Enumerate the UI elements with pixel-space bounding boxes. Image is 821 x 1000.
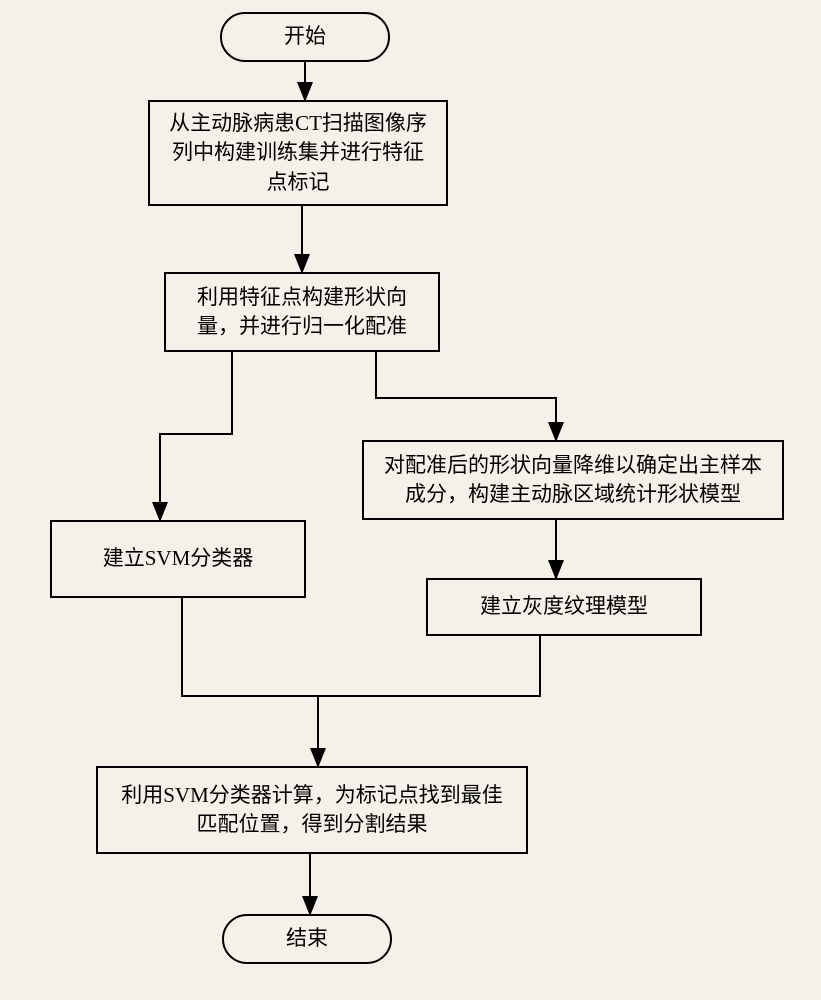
node-texture: 建立灰度纹理模型	[426, 578, 702, 636]
node-step2: 利用特征点构建形状向量，并进行归一化配准	[164, 272, 440, 352]
edge-svm-to-result	[182, 598, 318, 766]
node-label: 建立灰度纹理模型	[480, 592, 648, 621]
node-label: 对配准后的形状向量降维以确定出主样本成分，构建主动脉区域统计形状模型	[378, 451, 768, 510]
node-svm: 建立SVM分类器	[50, 520, 306, 598]
node-label: 从主动脉病患CT扫描图像序列中构建训练集并进行特征点标记	[164, 109, 432, 197]
node-result: 利用SVM分类器计算，为标记点找到最佳匹配位置，得到分割结果	[96, 766, 528, 854]
node-start: 开始	[220, 12, 390, 62]
node-label: 利用特征点构建形状向量，并进行归一化配准	[180, 283, 424, 342]
node-label: 建立SVM分类器	[103, 544, 254, 573]
edge-step2-to-svm	[160, 352, 232, 520]
node-label: 结束	[286, 924, 328, 953]
node-end: 结束	[222, 914, 392, 964]
node-reduce: 对配准后的形状向量降维以确定出主样本成分，构建主动脉区域统计形状模型	[362, 440, 784, 520]
edge-texture-to-result	[318, 636, 540, 696]
node-label: 利用SVM分类器计算，为标记点找到最佳匹配位置，得到分割结果	[112, 781, 512, 840]
node-step1: 从主动脉病患CT扫描图像序列中构建训练集并进行特征点标记	[148, 100, 448, 206]
edge-step2-to-reduce	[376, 352, 556, 440]
node-label: 开始	[284, 22, 326, 51]
